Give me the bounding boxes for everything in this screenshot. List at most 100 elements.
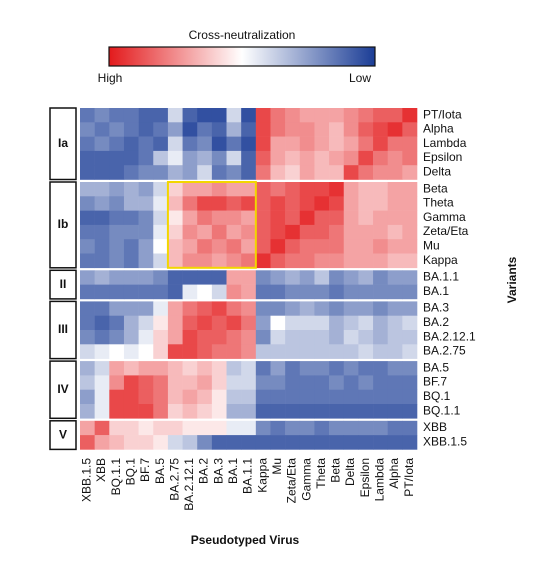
- heatmap-cell: [299, 284, 315, 300]
- heatmap-cell: [123, 150, 139, 166]
- heatmap-cell: [153, 284, 169, 300]
- heatmap-cell: [387, 344, 403, 359]
- row-label: BA.1.1: [423, 270, 459, 284]
- heatmap-cell: [80, 136, 95, 152]
- heatmap-cell: [358, 435, 374, 450]
- heatmap-cell: [80, 301, 95, 316]
- heatmap-cell: [255, 122, 271, 137]
- heatmap-cell: [211, 284, 227, 300]
- heatmap-cell: [343, 210, 359, 226]
- heatmap-cell: [167, 330, 183, 345]
- heatmap-cell: [373, 420, 388, 436]
- heatmap-cell: [314, 239, 330, 254]
- heatmap-cell: [153, 344, 169, 359]
- heatmap-cell: [138, 196, 154, 211]
- heatmap-cell: [343, 270, 359, 285]
- group-box: [49, 107, 77, 181]
- heatmap-cell: [182, 224, 198, 240]
- heatmap-cell: [285, 239, 301, 254]
- heatmap-cell: [387, 389, 403, 405]
- heatmap-cell: [314, 315, 330, 331]
- heatmap-cell: [329, 420, 345, 436]
- heatmap-cell: [153, 253, 169, 269]
- heatmap-cell: [153, 301, 169, 316]
- heatmap-cell: [241, 315, 257, 331]
- column-label: BA.2.12.1: [182, 458, 196, 511]
- heatmap-cell: [358, 301, 374, 316]
- heatmap-cell: [402, 165, 418, 180]
- heatmap-cell: [182, 330, 198, 345]
- heatmap-cell: [299, 375, 315, 390]
- colorbar-title: Cross-neutralization: [189, 28, 296, 42]
- column-label: Delta: [343, 458, 357, 486]
- heatmap-cell: [109, 210, 125, 226]
- heatmap-cell: [343, 315, 359, 331]
- heatmap-cell: [285, 210, 301, 226]
- heatmap-cell: [80, 375, 95, 390]
- heatmap-cell: [138, 270, 154, 285]
- heatmap-cell: [109, 196, 125, 211]
- heatmap-cell: [153, 435, 169, 450]
- column-label: Zeta/Eta: [285, 458, 299, 504]
- heatmap-cell: [343, 239, 359, 254]
- heatmap-cell: [402, 284, 418, 300]
- heatmap-cell: [109, 315, 125, 331]
- heatmap-cell: [167, 420, 183, 436]
- heatmap-cell: [314, 284, 330, 300]
- row-label: Mu: [423, 239, 440, 253]
- heatmap-cell: [314, 344, 330, 359]
- heatmap-cell: [182, 420, 198, 436]
- heatmap-cell: [109, 108, 125, 123]
- heatmap-cell: [270, 361, 286, 376]
- heatmap-cell: [329, 224, 345, 240]
- heatmap-cell: [358, 315, 374, 331]
- row-label: Epsilon: [423, 150, 462, 164]
- column-label: PT/Iota: [402, 458, 416, 497]
- heatmap-cell: [270, 375, 286, 390]
- heatmap-cell: [138, 136, 154, 152]
- column-label: BA.1: [226, 458, 240, 484]
- heatmap-cell: [153, 404, 169, 419]
- group-box: [49, 269, 77, 300]
- column-label: BQ.1.1: [109, 458, 123, 496]
- heatmap-cell: [182, 150, 198, 166]
- column-label: Epsilon: [358, 458, 372, 497]
- heatmap-cell: [270, 330, 286, 345]
- heatmap-cell: [153, 122, 169, 137]
- heatmap-cell: [373, 253, 388, 269]
- heatmap-cell: [343, 375, 359, 390]
- heatmap-cell: [167, 165, 183, 180]
- heatmap-cell: [226, 253, 242, 269]
- heatmap-cell: [387, 253, 403, 269]
- heatmap-cell: [358, 196, 374, 211]
- heatmap-cell: [270, 165, 286, 180]
- heatmap-cell: [343, 301, 359, 316]
- heatmap-cell: [80, 165, 95, 180]
- column-label: XBB: [94, 458, 108, 482]
- heatmap-cell: [358, 239, 374, 254]
- heatmap-cell: [255, 344, 271, 359]
- heatmap-cell: [387, 330, 403, 345]
- heatmap-cell: [94, 420, 110, 436]
- heatmap-cell: [197, 435, 213, 450]
- heatmap-cell: [358, 150, 374, 166]
- heatmap-cell: [109, 435, 125, 450]
- heatmap-cell: [270, 136, 286, 152]
- heatmap-cell: [211, 150, 227, 166]
- heatmap-cell: [285, 122, 301, 137]
- heatmap-cell: [226, 224, 242, 240]
- column-label: Beta: [329, 458, 343, 483]
- column-label: BF.7: [138, 458, 152, 482]
- heatmap-cell: [153, 315, 169, 331]
- heatmap-cell: [182, 108, 198, 123]
- heatmap-cell: [343, 435, 359, 450]
- heatmap-cell: [329, 330, 345, 345]
- heatmap-cell: [167, 150, 183, 166]
- heatmap-cell: [402, 210, 418, 226]
- heatmap-cell: [270, 224, 286, 240]
- heatmap-cell: [138, 239, 154, 254]
- heatmap-cell: [197, 253, 213, 269]
- heatmap-cell: [226, 375, 242, 390]
- heatmap-cell: [402, 315, 418, 331]
- heatmap-cell: [358, 344, 374, 359]
